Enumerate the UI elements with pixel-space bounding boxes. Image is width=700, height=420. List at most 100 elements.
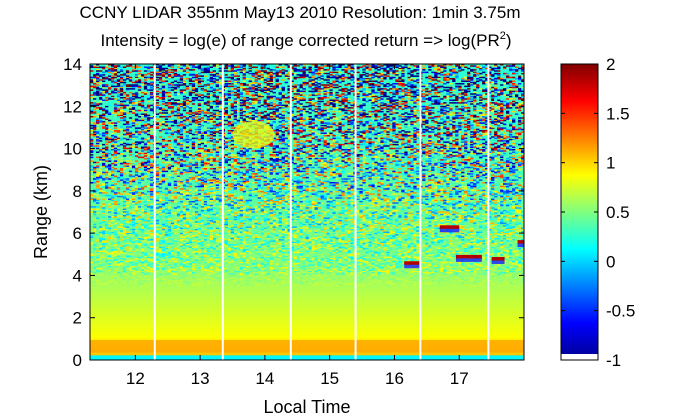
range-band (90, 334, 524, 338)
x-tick-label: 17 (450, 369, 469, 388)
range-band (90, 161, 524, 164)
range-band (90, 85, 524, 88)
range-band (90, 163, 524, 166)
y-axis-label: Range (km) (31, 165, 51, 259)
range-band (90, 148, 524, 152)
ground-band (90, 355, 524, 360)
range-band (90, 212, 524, 215)
noise-speckle (90, 64, 524, 287)
range-band (90, 294, 524, 298)
range-band (90, 315, 524, 319)
range-band (90, 269, 524, 272)
range-band (90, 324, 524, 327)
x-tick-label: 13 (191, 369, 210, 388)
heatmap-features (232, 121, 524, 269)
noise-speckle (90, 64, 524, 287)
range-band (90, 286, 524, 289)
range-band (90, 207, 524, 211)
range-band (90, 262, 524, 266)
range-band (90, 186, 524, 190)
range-band (90, 277, 524, 281)
range-band (90, 224, 524, 228)
range-band (90, 292, 524, 295)
noise-speckle (90, 64, 516, 184)
range-band (90, 319, 524, 323)
range-band (90, 222, 524, 226)
x-tick-label: 16 (385, 369, 404, 388)
y-tick-label: 8 (73, 182, 82, 201)
colorbar-ticks: -1 -0.5 0 0.5 1 1.5 2 (561, 55, 635, 370)
range-band (90, 178, 524, 181)
colorbar-tick-label: -0.5 (606, 302, 635, 321)
range-band (90, 254, 524, 257)
colorbar-bottom-band (561, 354, 598, 360)
cloud-layer (439, 225, 460, 229)
range-band (90, 114, 524, 118)
range-band (90, 309, 524, 312)
range-band (90, 275, 524, 279)
range-band (90, 165, 524, 169)
cloud-shadow (517, 243, 524, 248)
range-band (90, 296, 524, 300)
aerosol-patch (232, 121, 275, 149)
noise-speckle (90, 64, 524, 190)
range-band (90, 243, 524, 247)
range-band (90, 104, 524, 107)
range-band (90, 307, 524, 310)
colorbar-tick-label: 0 (606, 252, 615, 271)
range-band (90, 76, 524, 80)
y-axis: 0 2 4 6 8 10 12 14 (63, 55, 524, 370)
range-band (90, 125, 524, 128)
colorbar-tick-label: -1 (606, 351, 621, 370)
range-band (90, 290, 524, 293)
range-band (90, 313, 524, 317)
range-band (90, 173, 524, 177)
range-band (90, 78, 524, 82)
cloud-layer (491, 257, 505, 261)
range-band (90, 321, 524, 325)
cloud-shadow (439, 228, 460, 233)
range-band (90, 142, 524, 145)
range-band (90, 300, 524, 304)
range-band (90, 87, 524, 90)
range-band (90, 97, 524, 101)
range-band (90, 91, 524, 95)
range-band (90, 192, 524, 196)
range-band (90, 326, 524, 329)
colorbar: -1 -0.5 0 0.5 1 1.5 2 (560, 55, 635, 370)
range-band (90, 330, 524, 334)
range-band (90, 231, 524, 234)
noise-speckle (90, 64, 524, 241)
chart-subtitle: Intensity = log(e) of range corrected re… (100, 30, 511, 50)
cloud-shadow (404, 264, 421, 269)
y-tick-label: 6 (73, 224, 82, 243)
range-band (90, 108, 524, 112)
range-band (90, 138, 524, 141)
x-axis-label: Local Time (263, 397, 350, 417)
x-tick-label: 15 (320, 369, 339, 388)
cloud-shadow (491, 260, 505, 265)
cloud-layer (404, 261, 421, 265)
range-band (90, 311, 524, 314)
noise-speckle (90, 64, 524, 193)
range-band (90, 154, 524, 158)
range-band (90, 245, 524, 249)
range-band (90, 66, 524, 69)
x-tick-label: 12 (126, 369, 145, 388)
colorbar-tick-label: 1.5 (606, 104, 630, 123)
range-band (90, 252, 524, 255)
heatmap (90, 64, 524, 360)
range-band (90, 351, 524, 355)
colorbar-tick-label: 0.5 (606, 203, 630, 222)
range-band (90, 118, 524, 122)
y-tick-label: 0 (73, 351, 82, 370)
range-band (90, 89, 524, 92)
y-tick-label: 2 (73, 309, 82, 328)
range-band (90, 305, 524, 308)
range-band (90, 328, 524, 331)
range-band (90, 214, 524, 217)
colorbar-tick-label: 2 (606, 55, 615, 74)
colorbar-gradient (560, 63, 599, 361)
range-band (90, 271, 524, 274)
